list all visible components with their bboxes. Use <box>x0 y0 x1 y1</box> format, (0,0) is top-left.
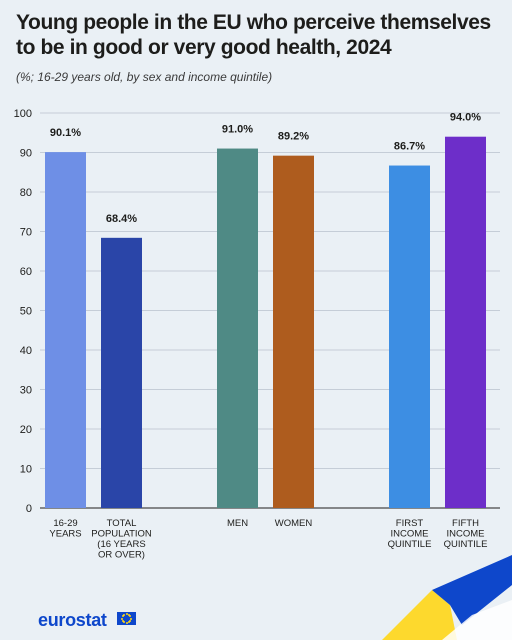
bar <box>445 136 486 508</box>
flag-star <box>121 615 124 618</box>
data-label: 86.7% <box>394 141 425 153</box>
flag-star <box>123 613 126 616</box>
y-tick-label: 40 <box>20 345 32 357</box>
flag-star <box>125 622 128 625</box>
x-tick-label: 16-29 <box>53 518 77 529</box>
data-label: 89.2% <box>278 131 309 143</box>
x-tick-label: WOMEN <box>275 518 313 529</box>
bar <box>273 155 314 508</box>
bar <box>217 148 258 509</box>
chart-subtitle: (%; 16-29 years old, by sex and income q… <box>16 70 273 84</box>
y-tick-label: 0 <box>26 503 32 515</box>
x-tick-label: OR OVER) <box>98 550 145 561</box>
bar <box>45 152 86 509</box>
y-tick-label: 60 <box>20 266 32 278</box>
y-tick-label: 10 <box>20 464 32 476</box>
x-tick-label: INCOME <box>447 529 485 540</box>
flag-star <box>129 619 132 622</box>
x-tick-label: QUINTILE <box>444 539 488 550</box>
chart-header: Young people in the EU who perceive them… <box>16 10 502 84</box>
ribbon-white <box>442 600 512 640</box>
chart-title: Young people in the EU who perceive them… <box>16 11 491 59</box>
flag-star <box>130 617 133 620</box>
x-tick-label: POPULATION <box>91 529 152 540</box>
flag-star <box>121 619 124 622</box>
x-tick-label: INCOME <box>391 529 429 540</box>
y-tick-label: 30 <box>20 385 32 397</box>
x-tick-label: QUINTILE <box>388 539 432 550</box>
flag-star <box>123 621 126 624</box>
y-tick-label: 70 <box>20 227 32 239</box>
x-tick-label: (16 YEARS <box>97 539 145 550</box>
ribbon-yellow <box>382 590 457 640</box>
data-label: 91.0% <box>222 124 253 136</box>
flag-star <box>127 621 130 624</box>
flag-star <box>125 612 128 615</box>
y-tick-label: 90 <box>20 148 32 160</box>
eu-flag-icon <box>117 612 136 625</box>
x-tick-label: YEARS <box>49 529 81 540</box>
bar <box>101 237 142 508</box>
y-tick-label: 20 <box>20 424 32 436</box>
eu-ribbon-decoration <box>382 555 512 640</box>
data-label: 68.4% <box>106 213 137 225</box>
bar <box>389 165 430 508</box>
data-label: 94.0% <box>450 112 481 124</box>
x-tick-label: TOTAL <box>107 518 137 529</box>
eurostat-logo: eurostat <box>38 610 107 630</box>
y-tick-label: 100 <box>14 108 32 120</box>
x-tick-label: FIFTH <box>452 518 479 529</box>
ribbon-blue <box>432 555 512 625</box>
flag-star <box>129 615 132 618</box>
flag-star <box>120 617 123 620</box>
y-tick-label: 80 <box>20 187 32 199</box>
flag-star <box>127 613 130 616</box>
x-tick-label: FIRST <box>396 518 424 529</box>
y-tick-label: 50 <box>20 306 32 318</box>
data-label: 90.1% <box>50 127 81 139</box>
x-tick-label: MEN <box>227 518 248 529</box>
